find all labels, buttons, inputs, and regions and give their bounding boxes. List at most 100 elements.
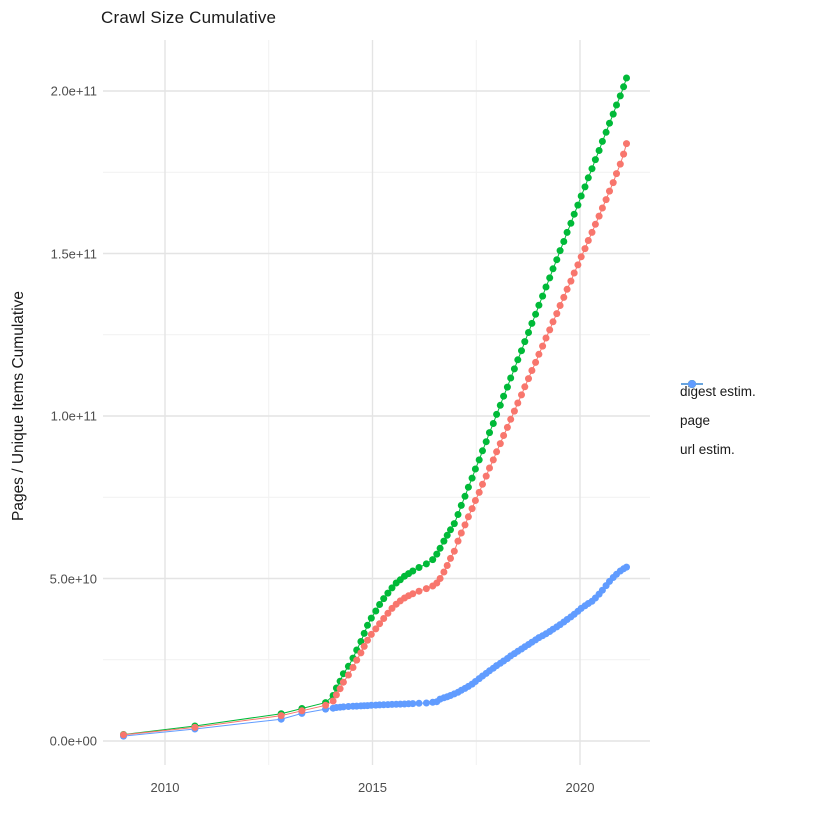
series-line-0	[123, 143, 627, 736]
data-point	[528, 367, 536, 374]
x-tick-label: 2010	[150, 780, 180, 795]
data-point	[549, 318, 557, 326]
data-point	[336, 685, 344, 693]
data-point	[528, 319, 536, 327]
data-point	[298, 707, 306, 715]
data-point	[120, 731, 127, 739]
data-point	[443, 531, 451, 539]
data-point	[546, 274, 554, 282]
data-point	[574, 201, 582, 209]
data-point	[525, 329, 532, 336]
data-point	[415, 564, 423, 571]
data-point	[616, 160, 624, 168]
data-point	[353, 656, 361, 664]
data-point	[409, 700, 417, 708]
data-point	[468, 474, 476, 482]
data-point	[503, 423, 511, 431]
data-point	[591, 220, 599, 228]
data-point	[507, 415, 515, 423]
data-point	[500, 432, 508, 439]
data-point	[384, 589, 392, 597]
data-point	[623, 563, 630, 571]
data-point	[507, 374, 515, 382]
legend-label: digest estim.	[680, 384, 756, 399]
data-point	[595, 147, 603, 154]
data-point	[496, 440, 504, 448]
data-point	[563, 285, 571, 293]
data-point	[339, 678, 347, 686]
data-point	[364, 636, 371, 644]
data-point	[553, 310, 561, 318]
data-point	[443, 562, 451, 569]
data-point	[560, 293, 568, 301]
data-point	[570, 269, 578, 277]
data-point	[518, 347, 525, 355]
data-point	[436, 544, 444, 552]
data-point	[409, 590, 417, 598]
data-point	[388, 584, 396, 592]
data-point	[357, 638, 365, 645]
data-point	[429, 556, 437, 564]
series-line-2	[123, 566, 627, 737]
data-point	[422, 585, 430, 593]
y-tick-label: 0.0e+00	[49, 733, 97, 749]
data-point	[436, 575, 444, 582]
data-point	[422, 699, 430, 707]
data-point	[422, 560, 430, 568]
data-point	[595, 212, 603, 220]
data-point	[471, 497, 479, 504]
data-point	[574, 261, 582, 269]
x-tick-label: 2020	[565, 780, 595, 795]
data-point	[514, 399, 522, 407]
data-point	[496, 401, 504, 409]
data-point	[539, 342, 547, 350]
data-point	[609, 110, 617, 118]
data-point	[532, 358, 540, 366]
data-point	[591, 156, 599, 164]
data-point	[598, 204, 606, 212]
data-point	[486, 429, 493, 437]
data-point	[539, 292, 547, 300]
data-point	[450, 547, 458, 555]
data-point	[329, 697, 337, 705]
data-point	[475, 488, 483, 496]
data-point	[277, 712, 285, 720]
data-point	[349, 664, 357, 671]
y-tick-label: 1.0e+11	[50, 408, 97, 424]
data-point	[489, 456, 497, 464]
data-point	[482, 438, 490, 446]
y-axis-label: Pages / Unique Items Cumulative	[10, 290, 27, 522]
data-point	[489, 420, 497, 427]
data-point	[570, 210, 578, 218]
data-point	[367, 630, 375, 638]
data-point	[454, 537, 462, 545]
data-point	[191, 723, 199, 731]
data-point	[440, 568, 448, 576]
data-point	[521, 338, 529, 346]
data-point	[623, 74, 630, 82]
data-point	[433, 550, 441, 558]
data-point	[372, 625, 380, 633]
data-point	[493, 448, 501, 456]
data-point	[546, 326, 554, 334]
data-point	[510, 407, 518, 415]
data-point	[567, 277, 575, 285]
data-point	[360, 642, 368, 650]
data-point	[415, 587, 423, 595]
data-point	[521, 383, 529, 391]
data-point	[620, 150, 628, 158]
data-point	[493, 410, 501, 418]
data-point	[332, 691, 340, 699]
data-point	[461, 492, 469, 500]
data-point	[339, 703, 347, 711]
data-point	[602, 196, 610, 204]
data-point	[577, 192, 585, 200]
data-point	[525, 375, 532, 383]
data-point	[549, 265, 557, 273]
data-point	[344, 671, 352, 679]
data-point	[581, 183, 589, 191]
data-point	[468, 505, 476, 513]
data-point	[380, 595, 388, 603]
data-point	[464, 483, 472, 491]
data-point	[447, 526, 454, 534]
